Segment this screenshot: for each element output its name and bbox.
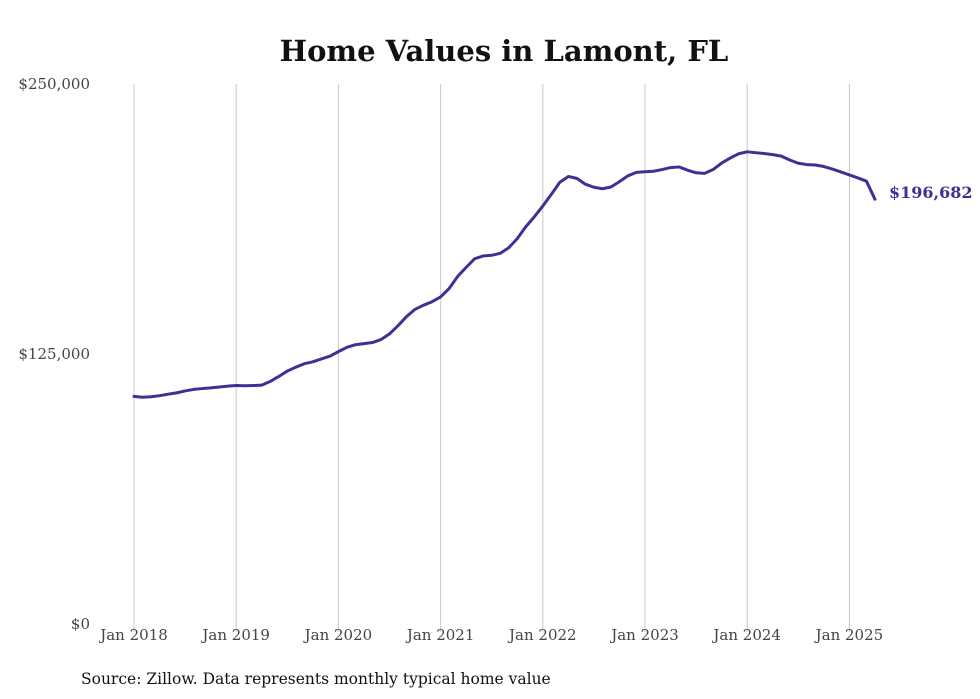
series-line-home-value [132,150,877,399]
x-tick-label: Jan 2018 [98,626,168,644]
x-tick-label: Jan 2022 [507,626,577,644]
y-tick-label: $125,000 [18,345,90,363]
x-tick-label: Jan 2023 [609,626,679,644]
x-tick-label: Jan 2021 [405,626,475,644]
source-note: Source: Zillow. Data represents monthly … [81,670,551,688]
grid-lines [133,84,850,632]
y-tick-label: $0 [71,615,90,633]
x-axis-ticks: Jan 2018 Jan 2019 Jan 2020 Jan 2021 Jan 2022… [98,626,883,644]
y-tick-label: $250,000 [18,75,90,93]
x-tick-label: Jan 2019 [200,626,270,644]
x-tick-label: Jan 2024 [711,626,781,644]
y-axis-ticks: $0 $125,000 $250,000 [18,75,90,633]
x-tick-label: Jan 2025 [814,626,884,644]
chart-title: Home Values in Lamont, FL [280,34,729,68]
x-tick-label: Jan 2020 [303,626,373,644]
end-value-label: $196,682 [889,183,973,202]
